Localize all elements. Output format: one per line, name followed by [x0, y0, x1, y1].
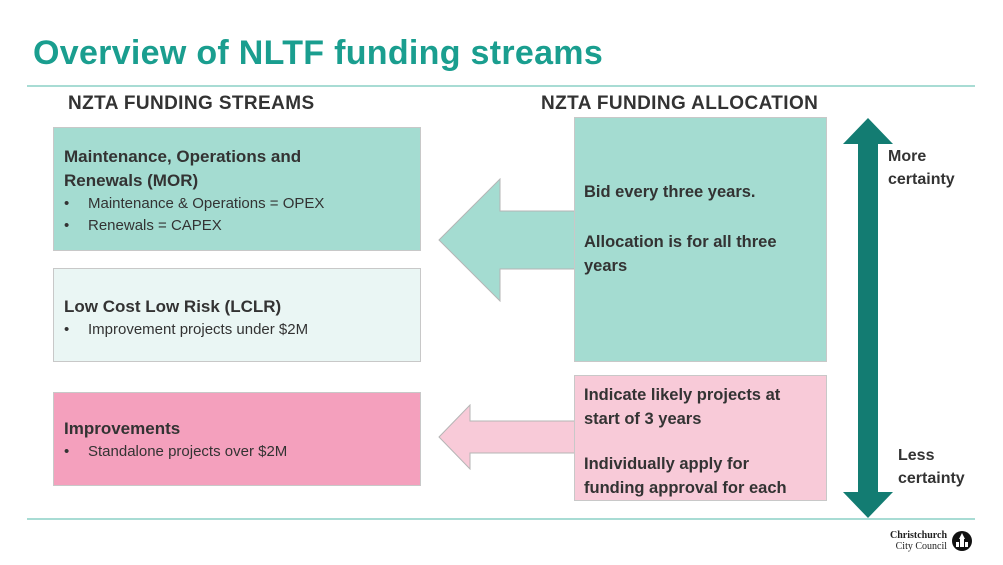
- mor-stream-box: Maintenance, Operations and Renewals (MO…: [53, 127, 421, 251]
- mor-title-line1: Maintenance, Operations and: [64, 147, 302, 166]
- christchurch-city-council-logo: Christchurch City Council: [890, 530, 973, 552]
- teal-left-arrow: [438, 178, 578, 302]
- improvements-title: Improvements: [64, 419, 181, 438]
- lclr-stream-box: Low Cost Low Risk (LCLR) Improvement pro…: [53, 268, 421, 362]
- funding-streams-heading: NZTA FUNDING STREAMS: [68, 93, 315, 114]
- logo-text: Christchurch City Council: [890, 530, 947, 552]
- cathedral-emblem-icon: [952, 531, 973, 551]
- allocation-individual-box: Indicate likely projects at start of 3 y…: [574, 375, 827, 501]
- allocation-three-year-box: Bid every three years. Allocation is for…: [574, 117, 827, 362]
- funding-allocation-heading: NZTA FUNDING ALLOCATION: [541, 93, 819, 114]
- allocation-upper-line2: Allocation is for all three: [584, 233, 777, 251]
- lclr-bullet-list: Improvement projects under $2M: [64, 319, 410, 341]
- allocation-lower-line4: funding approval for each: [584, 479, 787, 497]
- allocation-lower-line3: Individually apply for: [584, 455, 750, 473]
- improvements-bullet-list: Standalone projects over $2M: [64, 441, 410, 463]
- more-certainty-label: More certainty: [888, 145, 955, 191]
- less-certainty-label: Less certainty: [898, 444, 965, 490]
- mor-bullet-list: Maintenance & Operations = OPEX Renewals…: [64, 193, 410, 237]
- logo-line1: Christchurch: [890, 530, 948, 541]
- top-divider: [27, 85, 975, 87]
- improvements-stream-box: Improvements Standalone projects over $2…: [53, 392, 421, 486]
- more-certainty-line2: certainty: [888, 171, 955, 188]
- mor-bullet: Maintenance & Operations = OPEX: [64, 193, 410, 215]
- logo-line2: City Council: [895, 541, 948, 552]
- less-certainty-line1: Less: [898, 447, 935, 464]
- slide-title: Overview of NLTF funding streams: [33, 34, 604, 72]
- allocation-lower-line2: start of 3 years: [584, 410, 702, 428]
- pink-left-arrow: [438, 404, 578, 470]
- less-certainty-line2: certainty: [898, 470, 965, 487]
- more-certainty-line1: More: [888, 148, 927, 165]
- improvements-bullet: Standalone projects over $2M: [64, 441, 410, 463]
- mor-title-line2: Renewals (MOR): [64, 171, 199, 190]
- lclr-bullet: Improvement projects under $2M: [64, 319, 410, 341]
- allocation-upper-line1: Bid every three years.: [584, 183, 756, 201]
- lclr-title: Low Cost Low Risk (LCLR): [64, 297, 282, 316]
- certainty-double-arrow: [843, 118, 893, 518]
- bottom-divider: [27, 518, 975, 520]
- mor-bullet: Renewals = CAPEX: [64, 215, 410, 237]
- allocation-lower-line1: Indicate likely projects at: [584, 386, 781, 404]
- allocation-upper-line3: years: [584, 257, 628, 275]
